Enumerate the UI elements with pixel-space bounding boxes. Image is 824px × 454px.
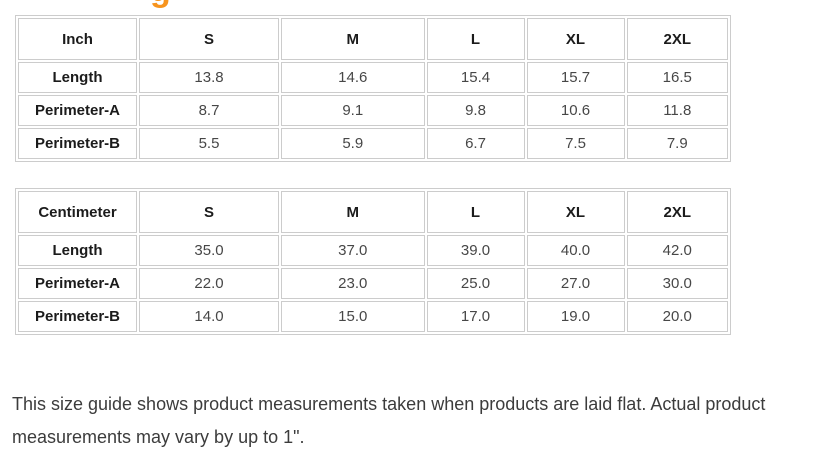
size-column-header: XL [526, 18, 625, 60]
measurement-value: 42.0 [626, 235, 728, 266]
size-column-header: L [426, 18, 525, 60]
measurement-row-label: Length [18, 235, 137, 266]
measurement-value: 15.7 [526, 62, 625, 93]
measurement-value: 15.0 [281, 301, 425, 332]
size-column-header: 2XL [626, 18, 728, 60]
size-column-header: S [139, 191, 279, 233]
measurement-value: 15.4 [426, 62, 525, 93]
measurement-value: 10.6 [526, 95, 625, 126]
table-row: Length 13.8 14.6 15.4 15.7 16.5 [18, 62, 728, 93]
measurement-value: 9.1 [281, 95, 425, 126]
size-guide-note: This size guide shows product measuremen… [12, 394, 766, 447]
measurement-value: 16.5 [626, 62, 728, 93]
measurement-value: 8.7 [139, 95, 279, 126]
measurement-value: 14.6 [281, 62, 425, 93]
measurement-value: 19.0 [526, 301, 625, 332]
heading-fragment-glyph: g [150, 0, 190, 8]
measurement-value: 20.0 [626, 301, 728, 332]
measurement-value: 22.0 [139, 268, 279, 299]
unit-header: Inch [18, 18, 137, 60]
size-column-header: M [281, 18, 425, 60]
measurement-value: 5.5 [139, 128, 279, 159]
heading-fragment: g [150, 0, 190, 8]
measurement-value: 39.0 [426, 235, 525, 266]
unit-header: Centimeter [18, 191, 137, 233]
measurement-value: 37.0 [281, 235, 425, 266]
size-column-header: L [426, 191, 525, 233]
table-header-row: Inch S M L XL 2XL [18, 18, 728, 60]
measurement-value: 7.9 [626, 128, 728, 159]
measurement-value: 17.0 [426, 301, 525, 332]
measurement-value: 9.8 [426, 95, 525, 126]
measurement-row-label: Perimeter-A [18, 95, 137, 126]
size-column-header: M [281, 191, 425, 233]
inch-size-table: Inch S M L XL 2XL Length 13.8 14.6 15.4 … [15, 15, 731, 162]
measurement-row-label: Perimeter-A [18, 268, 137, 299]
size-guide-section: Inch S M L XL 2XL Length 13.8 14.6 15.4 … [15, 15, 731, 335]
measurement-value: 40.0 [526, 235, 625, 266]
measurement-value: 30.0 [626, 268, 728, 299]
measurement-value: 25.0 [426, 268, 525, 299]
centimeter-size-table: Centimeter S M L XL 2XL Length 35.0 37.0… [15, 188, 731, 335]
table-row: Length 35.0 37.0 39.0 40.0 42.0 [18, 235, 728, 266]
measurement-value: 11.8 [626, 95, 728, 126]
measurement-value: 23.0 [281, 268, 425, 299]
measurement-row-label: Perimeter-B [18, 128, 137, 159]
size-column-header: XL [526, 191, 625, 233]
measurement-row-label: Length [18, 62, 137, 93]
size-column-header: S [139, 18, 279, 60]
table-row: Perimeter-A 8.7 9.1 9.8 10.6 11.8 [18, 95, 728, 126]
size-column-header: 2XL [626, 191, 728, 233]
measurement-value: 6.7 [426, 128, 525, 159]
measurement-value: 14.0 [139, 301, 279, 332]
measurement-value: 13.8 [139, 62, 279, 93]
table-row: Perimeter-B 5.5 5.9 6.7 7.5 7.9 [18, 128, 728, 159]
measurement-value: 5.9 [281, 128, 425, 159]
table-header-row: Centimeter S M L XL 2XL [18, 191, 728, 233]
measurement-value: 35.0 [139, 235, 279, 266]
measurement-value: 27.0 [526, 268, 625, 299]
table-row: Perimeter-B 14.0 15.0 17.0 19.0 20.0 [18, 301, 728, 332]
measurement-row-label: Perimeter-B [18, 301, 137, 332]
measurement-value: 7.5 [526, 128, 625, 159]
table-row: Perimeter-A 22.0 23.0 25.0 27.0 30.0 [18, 268, 728, 299]
